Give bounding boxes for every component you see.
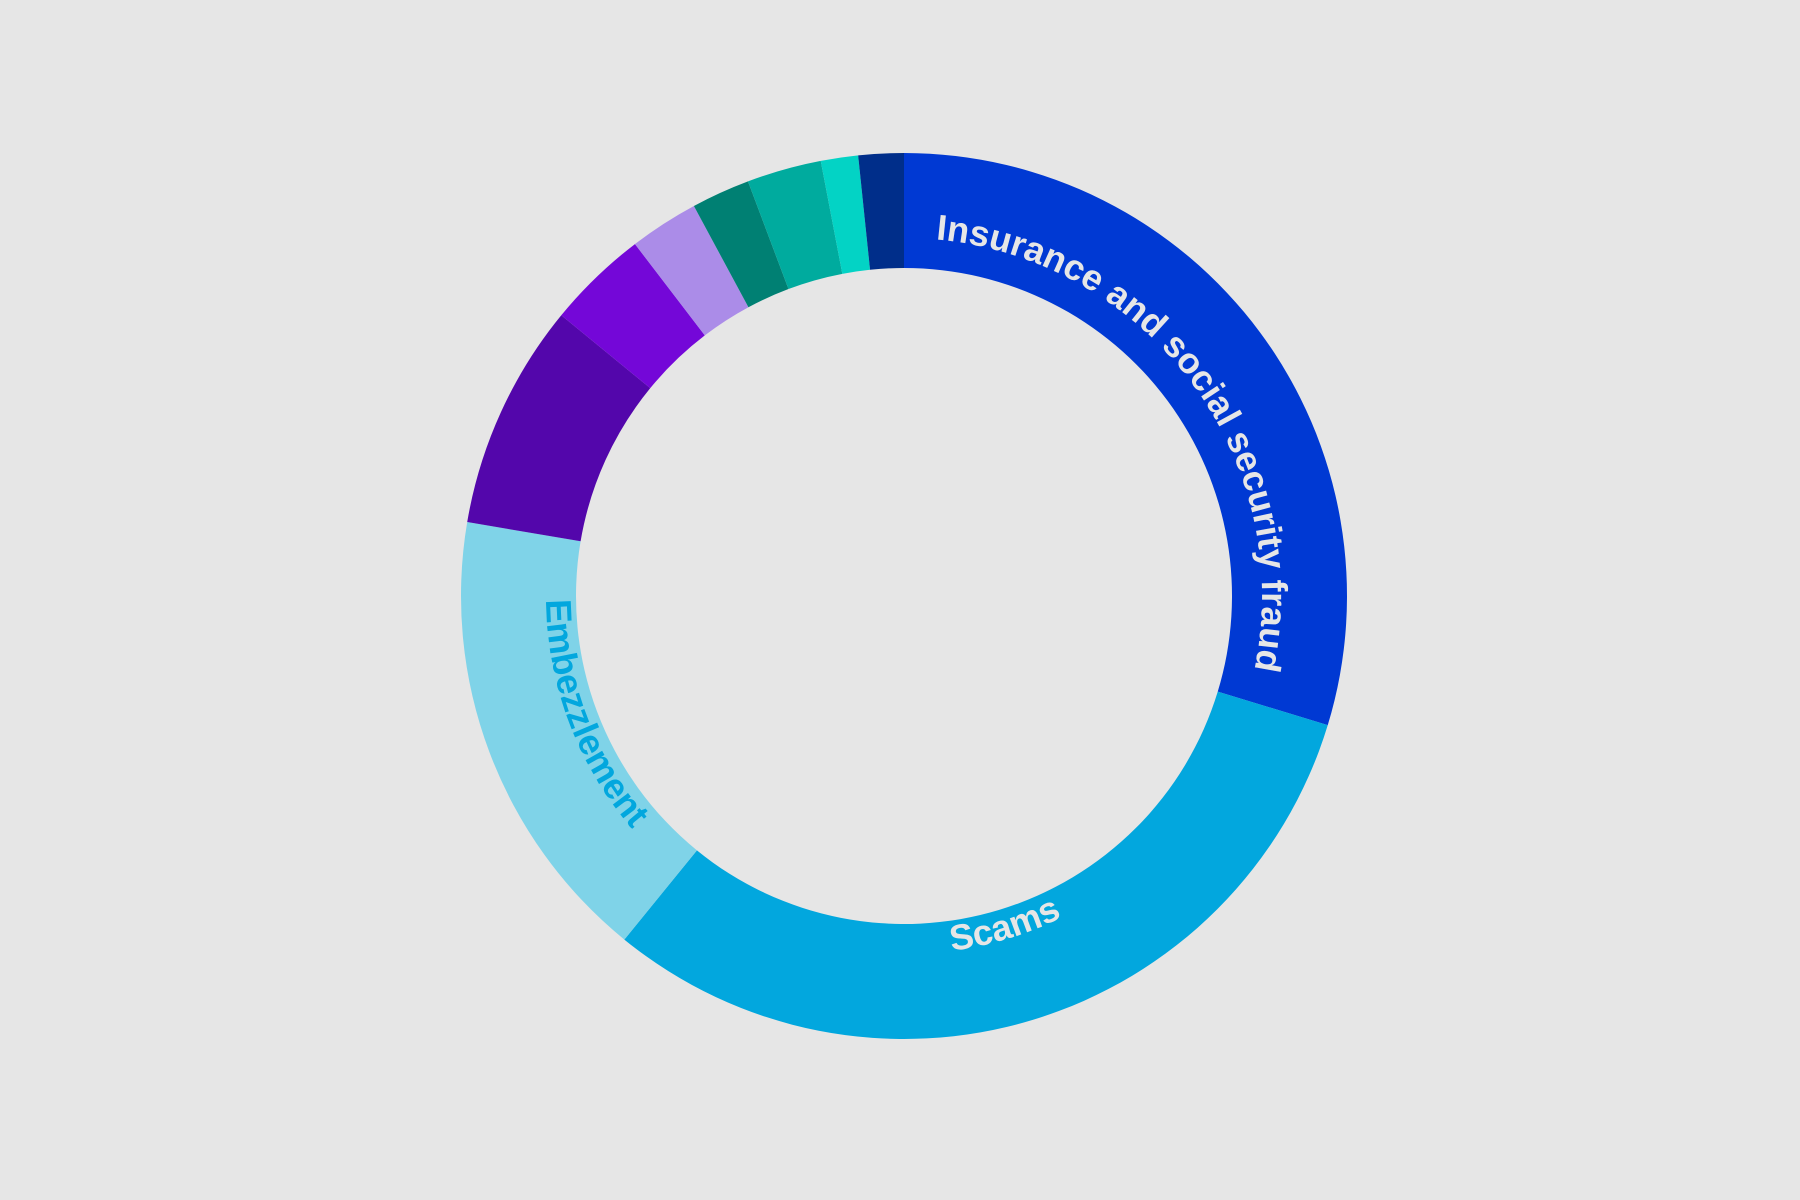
- slice-segment-6: [634, 205, 749, 336]
- slice-scams: [624, 691, 1328, 1039]
- donut-slices: [461, 153, 1347, 1039]
- slice-segment-8: [747, 160, 843, 290]
- slice-segment-4: [467, 315, 651, 542]
- slice-embezzlement: [461, 522, 697, 940]
- slice-segment-9: [820, 155, 871, 274]
- slice-segment-5: [561, 244, 705, 389]
- slice-segment-7: [693, 181, 789, 308]
- slice-insurance-and-social-security-fraud: [904, 153, 1347, 726]
- slice-segment-10: [858, 153, 904, 270]
